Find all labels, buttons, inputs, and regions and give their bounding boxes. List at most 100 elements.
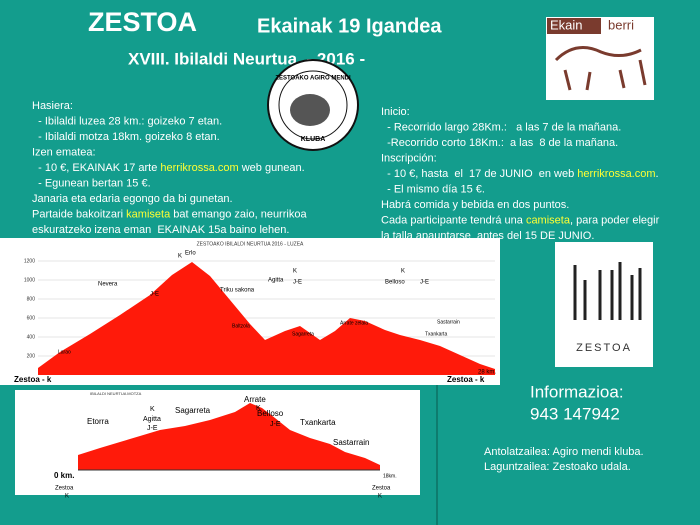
date: Ekainak 19 Igandea <box>257 15 442 37</box>
end-place: Zestoa <box>372 486 391 492</box>
info-text: herrikrossa.com <box>160 162 238 174</box>
place-label: K <box>178 254 182 260</box>
start-place: Zestoa <box>55 486 74 492</box>
place-label: Baltzola <box>232 323 250 329</box>
end-label: Zestoa - k <box>447 375 485 384</box>
info-line: -Recorrido corto 18Km.: a las 8 de la ma… <box>381 137 618 149</box>
place-label: Belloso <box>257 409 284 418</box>
place-label: Agitta <box>268 278 284 284</box>
place-label: J-E <box>293 280 302 286</box>
end-k: K <box>378 494 382 500</box>
profile-title: ZESTOAKO IBILALDI NEURTUA 2016 - LUZEA <box>197 241 304 247</box>
info-line: - El mismo día 15 €. <box>381 183 485 195</box>
info-text: -Recorrido corto 18Km.: a las 8 de la ma… <box>381 137 618 149</box>
info-text: . <box>656 168 659 180</box>
info-line: Izen ematea: <box>32 146 96 158</box>
info-text: - Ibilaldi luzea 28 km.: goizeko 7 etan. <box>32 115 222 127</box>
place-label: Txankarta <box>425 331 447 337</box>
info-line: Inscripción: <box>381 152 437 164</box>
place-label: Sagarreta <box>175 406 211 415</box>
info-line: - 10 €, hasta el 17 de JUNIO en web herr… <box>381 168 659 180</box>
info-text: Janaria eta edaria egongo da bi gunetan. <box>32 193 233 205</box>
logo-text: ZESTOAKO AGIRO MENDI <box>275 76 351 82</box>
place-label: Sastarrain <box>333 438 369 447</box>
info-line: - 10 €, EKAINAK 17 arte herrikrossa.com … <box>32 162 305 174</box>
place-label: J-E <box>147 425 158 432</box>
info-text: herrikrossa.com <box>577 168 655 180</box>
info-line: Inicio: <box>381 106 410 118</box>
logo-horse <box>554 46 647 91</box>
profile-title: IBILALDI NEURTUA MOTZA <box>90 391 142 396</box>
y-tick-label: 800 <box>27 296 36 302</box>
place-label: Triku sakona <box>220 288 255 294</box>
info-line: Habrá comida y bebida en dos puntos. <box>381 199 569 211</box>
info-text: Inscripción: <box>381 152 437 164</box>
info-text: Partaide bakoitzari <box>32 208 126 220</box>
place-label: Larao <box>58 349 71 355</box>
info-text: - 10 €, hasta el 17 de JUNIO en web <box>381 168 577 180</box>
info-text: , para poder elegir <box>570 214 660 226</box>
info-text: Izen ematea: <box>32 146 96 158</box>
logo-rock <box>290 94 330 126</box>
place-label: J-E <box>150 292 159 298</box>
club-logo: ZESTOAKO AGIRO MENDI KLUBA <box>267 59 359 151</box>
info-line: eskuratzeko izena eman EKAINAK 15a baino… <box>32 224 289 236</box>
y-tick-label: 600 <box>27 315 36 321</box>
info-line: - Ibilaldi luzea 28 km.: goizeko 7 etan. <box>32 115 222 127</box>
logo-text: berri <box>608 17 634 32</box>
info-text: Hasiera: <box>32 100 73 112</box>
info-text: Inicio: <box>381 106 410 118</box>
info-text: web gunean. <box>239 162 305 174</box>
info-text: eskuratzeko izena eman EKAINAK 15a baino… <box>32 224 289 236</box>
info-text: Cada participante tendrá una <box>381 214 526 226</box>
info-text: - 10 €, EKAINAK 17 arte <box>32 162 160 174</box>
contact-label: Informazioa: <box>530 382 624 401</box>
place-label: K <box>150 406 155 413</box>
place-label: Belloso <box>385 280 405 286</box>
elevation-area <box>78 403 380 470</box>
info-text: - Ibilaldi motza 18km. goizeko 8 etan. <box>32 131 220 143</box>
start-k: K <box>65 494 69 500</box>
logo-text: KLUBA <box>301 136 326 143</box>
info-text: kamiseta <box>126 208 171 220</box>
basque-info: Hasiera: - Ibilaldi luzea 28 km.: goizek… <box>32 100 307 236</box>
info-line: Janaria eta edaria egongo da bi gunetan. <box>32 193 233 205</box>
info-line: Hasiera: <box>32 100 73 112</box>
logo-glyphs <box>573 262 642 320</box>
info-line: - Ibilaldi motza 18km. goizeko 8 etan. <box>32 131 220 143</box>
y-tick-label: 200 <box>27 353 36 359</box>
ekain-logo: Ekain berri <box>546 17 654 100</box>
logo-text: ZESTOA <box>576 342 632 354</box>
place-label: Nevera <box>98 282 118 288</box>
elevation-area <box>38 262 495 375</box>
y-tick-label: 1200 <box>24 258 35 264</box>
info-line: Partaide bakoitzari kamiseta bat emango … <box>32 208 307 220</box>
contact-phone: 943 147942 <box>530 404 620 423</box>
zestoa-logo: ZESTOA <box>555 242 653 367</box>
profile-short: IBILALDI NEURTUA MOTZA Arrate K Sagarret… <box>15 390 420 500</box>
y-tick-label: 1000 <box>24 277 35 283</box>
place-label: Sastarrain <box>437 319 460 325</box>
place-label: Arrate <box>244 395 266 404</box>
place-label: K <box>401 269 405 275</box>
title: ZESTOA <box>88 7 197 37</box>
start-label: Zestoa - k <box>14 375 52 384</box>
info-text: - Recorrido largo 28Km.: a las 7 de la m… <box>381 121 621 133</box>
place-label: Agitta <box>143 416 161 423</box>
info-text: Habrá comida y bebida en dos puntos. <box>381 199 569 211</box>
logo-band <box>547 18 601 34</box>
distance-label: 28 km. <box>478 370 496 376</box>
logo-bg <box>555 242 653 367</box>
y-tick-label: 400 <box>27 334 36 340</box>
organizer: Antolatzailea: Agiro mendi kluba. <box>484 446 644 458</box>
info-text: camiseta <box>526 214 571 226</box>
place-label: Txankarta <box>300 418 336 427</box>
info-text: - El mismo día 15 €. <box>381 183 485 195</box>
info-line: - Egunean bertan 15 €. <box>32 177 151 189</box>
logo-ring <box>278 70 348 140</box>
place-label: Arrate zelaia <box>340 320 368 326</box>
place-label: Erlo <box>185 251 196 257</box>
place-label: Etorra <box>87 417 109 426</box>
